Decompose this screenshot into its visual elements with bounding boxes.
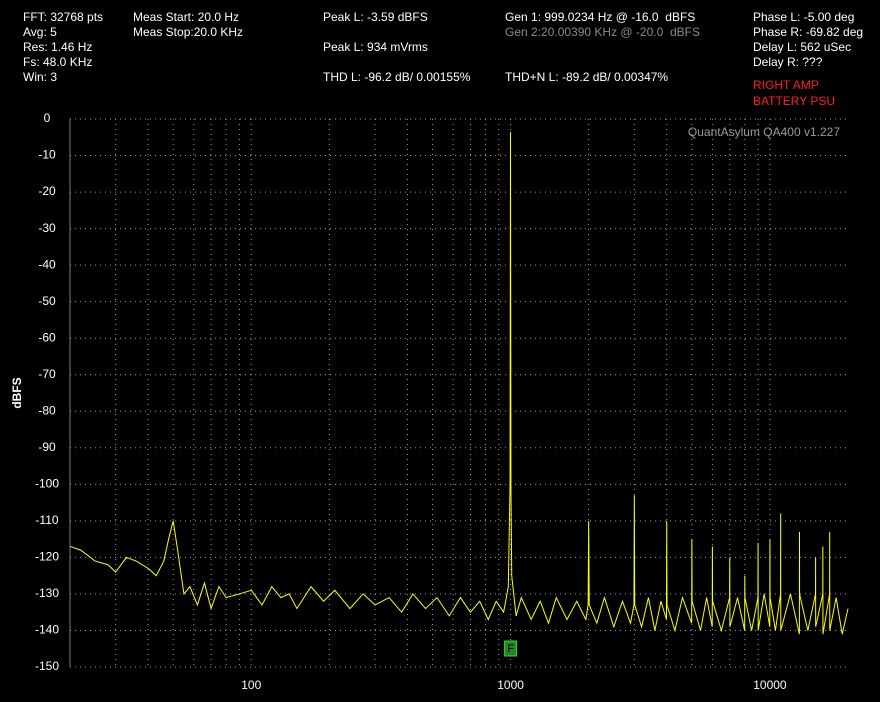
annotation: THD L: -96.2 dB/ 0.00155%	[323, 70, 471, 84]
annotation: RIGHT AMP	[753, 78, 819, 92]
x-tick-label: 1000	[497, 678, 524, 692]
annotation: Fs: 48.0 KHz	[23, 55, 92, 69]
y-axis-label: dBFS	[10, 377, 24, 408]
y-tick-label: -40	[38, 257, 56, 271]
annotation: Meas Stop:20.0 KHz	[133, 25, 243, 39]
marker-box	[504, 640, 518, 657]
annotation: Peak L: 934 mVrms	[323, 40, 428, 54]
y-tick-label: -100	[35, 477, 59, 491]
annotation: Phase L: -5.00 deg	[753, 10, 854, 24]
y-tick-label: -80	[38, 403, 56, 417]
annotation: Peak L: -3.59 dBFS	[323, 10, 428, 24]
y-tick-label: 0	[44, 111, 51, 125]
y-tick-label: -150	[35, 659, 59, 673]
y-tick-label: -130	[35, 586, 59, 600]
x-tick-label: 10000	[753, 678, 787, 692]
annotation: Gen 1: 999.0234 Hz @ -16.0 dBFS	[505, 10, 695, 24]
annotation: BATTERY PSU	[753, 94, 835, 108]
annotation: Delay L: 562 uSec	[753, 40, 851, 54]
annotation: Res: 1.46 Hz	[23, 40, 92, 54]
annotation: FFT: 32768 pts	[23, 10, 103, 24]
annotation: THD+N L: -89.2 dB/ 0.00347%	[505, 70, 668, 84]
y-tick-label: -20	[38, 184, 56, 198]
y-tick-label: -60	[38, 330, 56, 344]
y-tick-label: -140	[35, 623, 59, 637]
annotation: Gen 2:20.00390 KHz @ -20.0 dBFS	[505, 25, 700, 39]
y-tick-label: -90	[38, 440, 56, 454]
y-tick-label: -110	[35, 513, 58, 527]
spectrum-line	[69, 132, 849, 635]
annotation: Avg: 5	[23, 25, 57, 39]
marker-label: F	[507, 643, 514, 655]
y-tick-label: -10	[38, 148, 56, 162]
watermark: QuantAsylum QA400 v1.227	[688, 125, 840, 139]
annotation: Meas Start: 20.0 Hz	[133, 10, 239, 24]
y-tick-label: -30	[38, 221, 56, 235]
x-tick-label: 100	[241, 678, 261, 692]
y-tick-label: -50	[38, 294, 56, 308]
y-tick-label: -70	[38, 367, 56, 381]
annotation: Phase R: -69.82 deg	[753, 25, 863, 39]
annotation: Delay R: ???	[753, 55, 823, 69]
y-tick-label: -120	[35, 550, 59, 564]
annotation: Win: 3	[23, 70, 57, 84]
